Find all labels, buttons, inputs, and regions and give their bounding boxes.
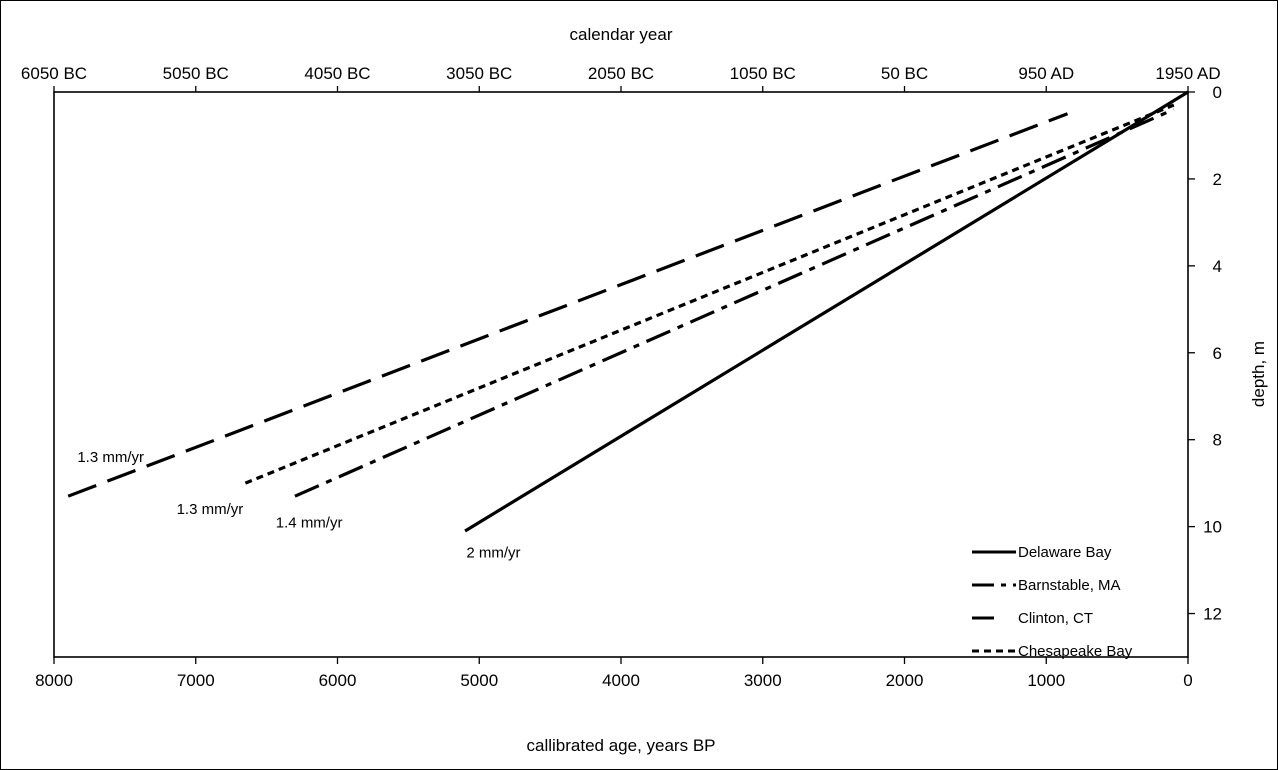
y-tick-label: 12 (1203, 605, 1222, 624)
y-axis-title: depth, m (1249, 341, 1268, 407)
y-axis-ticks: 0 2 4 6 8 10 12 (1188, 83, 1222, 624)
x-tick-label: 1000 (1027, 671, 1065, 690)
x-axis-title: callibrated age, years BP (527, 736, 716, 755)
top-tick-label: 2050 BC (588, 64, 654, 83)
y-tick-label: 8 (1213, 431, 1222, 450)
top-tick-label: 5050 BC (163, 64, 229, 83)
x-tick-label: 3000 (744, 671, 782, 690)
series-line-delaware-bay (464, 90, 1189, 533)
x-tick-label: 0 (1183, 671, 1192, 690)
legend: Delaware Bay Barnstable, MA Clinton, CT Che… (972, 544, 1133, 660)
rate-annotation: 1.3 mm/yr (177, 501, 244, 518)
y-tick-label: 0 (1213, 83, 1222, 102)
top-tick-label: 4050 BC (304, 64, 370, 83)
y-tick-label: 2 (1213, 170, 1222, 189)
top-tick-label: 6050 BC (21, 64, 87, 83)
y-tick-label: 4 (1213, 257, 1222, 276)
x-tick-label: 5000 (460, 671, 498, 690)
legend-label: Barnstable, MA (1018, 577, 1121, 594)
rate-annotation: 1.4 mm/yr (276, 514, 343, 531)
y-tick-label: 6 (1213, 344, 1222, 363)
x2-axis-title: calendar year (569, 25, 672, 44)
rate-annotation: 2 mm/yr (466, 545, 520, 562)
series-lines (67, 90, 1189, 533)
x-tick-label: 7000 (177, 671, 215, 690)
top-tick-label: 3050 BC (446, 64, 512, 83)
top-tick-label: 950 AD (1018, 64, 1074, 83)
rate-annotation: 1.3 mm/yr (77, 449, 144, 466)
top-axis-ticks: 6050 BC 5050 BC 4050 BC 3050 BC 2050 BC 1050 … (21, 64, 1221, 92)
y-tick-label: 10 (1203, 518, 1222, 537)
x-tick-label: 6000 (319, 671, 357, 690)
rate-annotations: 2 mm/yr 1.4 mm/yr 1.3 mm/yr 1.3 mm/yr (77, 449, 520, 562)
x-tick-label: 2000 (886, 671, 924, 690)
top-tick-label: 1950 AD (1155, 64, 1220, 83)
top-tick-label: 50 BC (881, 64, 928, 83)
top-tick-label: 1050 BC (730, 64, 796, 83)
series-line-barnstable-ma (294, 107, 1175, 498)
legend-label: Clinton, CT (1018, 610, 1093, 627)
x-axis-ticks: 8000 7000 6000 5000 4000 3000 2000 1000 0 (35, 657, 1193, 690)
legend-label: Chesapeake Bay (1018, 643, 1133, 660)
x-tick-label: 4000 (602, 671, 640, 690)
series-line-clinton-ct (67, 112, 1069, 498)
legend-label: Delaware Bay (1018, 544, 1112, 561)
series-line-chesapeake-bay (244, 103, 1175, 485)
x-tick-label: 8000 (35, 671, 73, 690)
